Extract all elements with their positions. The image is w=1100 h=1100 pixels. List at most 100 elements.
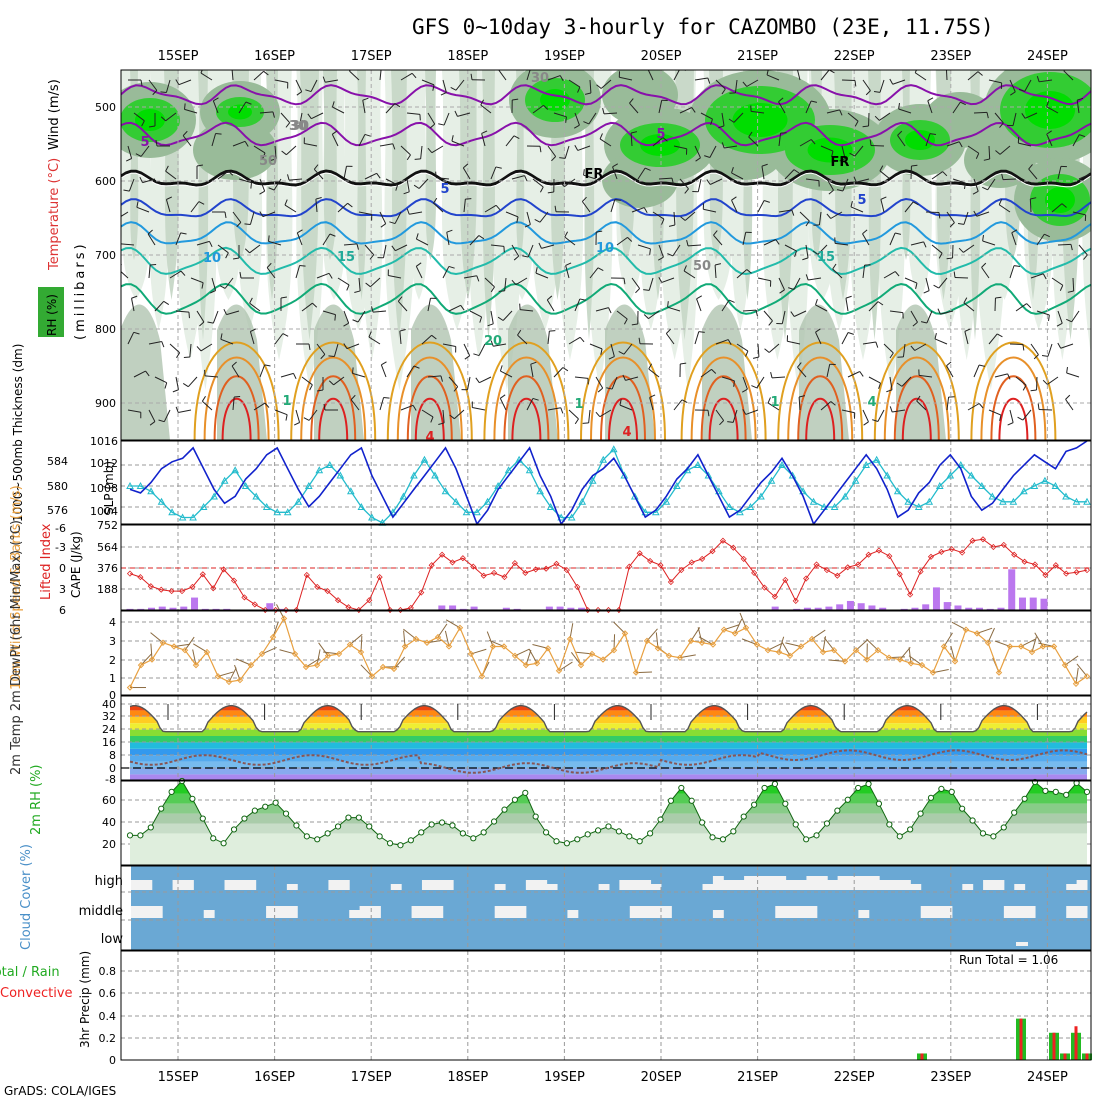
wind-barb-flag (263, 70, 269, 76)
wind-barb-flag (596, 84, 602, 89)
wind-barb-flag (399, 329, 406, 332)
wind-barb-flag (201, 282, 204, 289)
wind-barb-flag (346, 284, 350, 291)
panel-frame (120, 440, 1092, 525)
wind-barb (442, 266, 450, 279)
wind-barb (637, 167, 646, 180)
wind10-point (885, 654, 893, 661)
wind-barb-flag (648, 65, 653, 68)
wind-barb-flag (728, 299, 735, 303)
wind-barb (847, 371, 860, 378)
axis-tick-label: 32 (102, 710, 116, 723)
wind10-point (544, 645, 552, 652)
wind-barb (427, 375, 441, 378)
precip-convective-label: Convective (0, 986, 73, 1001)
wind-barb (781, 310, 786, 324)
rh-point (667, 797, 675, 804)
warm-dome (608, 397, 638, 440)
rh-point (823, 820, 831, 827)
wind-barb (721, 299, 730, 312)
wind-barb-flag (438, 422, 445, 425)
wind-barb (963, 244, 975, 253)
rh-point (168, 788, 175, 795)
wind-barb (826, 364, 831, 378)
wind-barb (1009, 409, 1014, 423)
cloud-gap-high (494, 884, 506, 890)
wind-barb-flag (245, 101, 252, 105)
wind-barb-flag (802, 257, 809, 261)
wind-barb (830, 211, 843, 219)
wind10-barb (261, 646, 277, 655)
wind-barb-flag (155, 140, 158, 147)
wind-barb-flag (412, 405, 417, 411)
wind-barb-flag (239, 272, 242, 279)
cloud-gap-high (879, 880, 891, 890)
wind-barb (358, 277, 361, 291)
wind-barb-flag (695, 157, 701, 162)
precip-convective-bar (1085, 1053, 1089, 1060)
rh-blob-core (732, 103, 788, 137)
wind-barb-flag (707, 77, 711, 84)
wind-barb (694, 145, 701, 158)
wind-barb-flag (698, 331, 705, 333)
thickness-point (1062, 492, 1070, 500)
thickness-point (914, 502, 923, 510)
wind10-point (500, 643, 508, 650)
thickness-point (199, 502, 208, 510)
wind-barb-flag (778, 97, 784, 103)
wind-barb-flag (1033, 354, 1039, 360)
slp-tick-label: 1008 (90, 482, 118, 495)
wind-barb-flag (731, 167, 734, 174)
wind-barb-flag (150, 264, 157, 266)
wind-barb (798, 396, 801, 411)
cloud-gap-middle (411, 906, 423, 918)
rh-point (210, 835, 217, 842)
thickness-point (988, 492, 997, 500)
wind-barb (862, 233, 870, 246)
wind10-point (126, 684, 134, 691)
wind-barb-flag (284, 199, 288, 206)
lifted-index-point (470, 563, 477, 570)
wind-barb-flag (889, 406, 893, 413)
wind-barb (862, 409, 869, 422)
wind-barb (357, 310, 366, 323)
wind10-barb (236, 658, 252, 666)
wind-barb (259, 178, 266, 192)
cloud-gap-high (1066, 884, 1078, 890)
lifted-index-point (563, 567, 570, 574)
wind-barb-flag (430, 416, 434, 423)
cloud-gap-high (629, 880, 641, 890)
panel-frame (120, 695, 1092, 781)
wind-barb (1011, 232, 1017, 246)
lifted-index-point (543, 565, 550, 572)
wind-barb (1063, 70, 1074, 81)
wind-barb (793, 277, 801, 290)
wind-barb-flag (516, 216, 519, 223)
wind-barb (1078, 173, 1091, 180)
rh-point (813, 832, 820, 839)
cape-bar (793, 608, 801, 610)
cloud-level-label: low (101, 932, 124, 947)
cloud-gap-high (525, 880, 537, 890)
wind-barb-flag (438, 123, 445, 126)
rh-point (532, 813, 539, 820)
rh-point (126, 832, 134, 839)
rh-point (1042, 787, 1049, 794)
wind-barb-flag (259, 190, 265, 195)
wind-barb (520, 309, 534, 312)
wind-barb-flag (599, 133, 603, 140)
wind-barb (994, 373, 1008, 378)
axis-tick-label: -6 (55, 522, 66, 535)
wind-barb-flag (912, 321, 918, 327)
lifted-index-point (959, 549, 966, 556)
wind-barb (914, 72, 927, 81)
contour-label: 5 (857, 193, 866, 208)
wind-barb (343, 166, 347, 180)
wind10-point (181, 646, 189, 654)
wind-barb (994, 112, 1004, 124)
cloud-gap-high (775, 876, 787, 890)
wind-barb-flag (793, 169, 800, 174)
